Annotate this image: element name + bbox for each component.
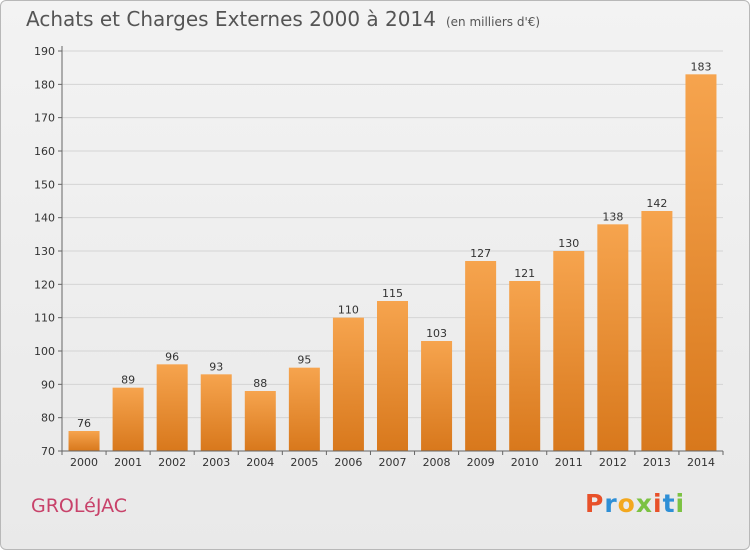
x-tick-label: 2005 bbox=[290, 456, 318, 469]
data-label: 110 bbox=[338, 304, 359, 317]
y-tick-label: 140 bbox=[34, 212, 55, 225]
bar bbox=[553, 251, 585, 451]
logo-letter: P bbox=[585, 489, 605, 518]
x-tick-label: 2013 bbox=[643, 456, 671, 469]
data-labels: 76 89 96 93 88 95 110 115 103 127 121 130 138 142 183 bbox=[77, 60, 711, 430]
y-axis-ticks: 70 80 90 100 110 120 130 140 150 160 170 180 190 bbox=[34, 45, 62, 458]
logo-letter: r bbox=[604, 489, 618, 518]
x-tick-label: 2006 bbox=[334, 456, 362, 469]
commune-name: GROLéJAC bbox=[31, 495, 128, 517]
x-axis-ticks: 2000 2001 2002 2003 2004 2005 2006 2007 2008 2009… bbox=[61, 451, 724, 469]
chart-subtitle: (en milliers d'€) bbox=[445, 15, 541, 29]
data-label: 89 bbox=[121, 374, 135, 387]
axes bbox=[61, 46, 723, 452]
logo-letter: o bbox=[617, 489, 636, 518]
logo-letter: x bbox=[635, 489, 653, 518]
bar bbox=[332, 317, 364, 451]
x-tick-label: 2000 bbox=[70, 456, 98, 469]
x-tick-label: 2001 bbox=[114, 456, 142, 469]
bars bbox=[68, 74, 717, 451]
data-label: 88 bbox=[253, 377, 267, 390]
bar bbox=[597, 224, 629, 451]
x-tick-label: 2007 bbox=[379, 456, 407, 469]
x-tick-label: 2014 bbox=[687, 456, 715, 469]
x-tick-label: 2009 bbox=[467, 456, 495, 469]
y-tick-label: 190 bbox=[34, 45, 55, 58]
y-tick-label: 130 bbox=[34, 245, 55, 258]
data-label: 130 bbox=[558, 237, 579, 250]
logo-letter: i bbox=[653, 489, 663, 518]
bar bbox=[200, 374, 232, 451]
data-label: 76 bbox=[77, 417, 91, 430]
bar bbox=[112, 387, 144, 451]
bar bbox=[156, 364, 188, 451]
x-tick-label: 2008 bbox=[423, 456, 451, 469]
bar bbox=[685, 74, 717, 451]
data-label: 127 bbox=[470, 247, 491, 260]
y-tick-label: 100 bbox=[34, 345, 55, 358]
data-label: 96 bbox=[165, 350, 179, 363]
data-label: 138 bbox=[602, 210, 623, 223]
x-tick-label: 2011 bbox=[555, 456, 583, 469]
bar bbox=[68, 431, 100, 451]
bar bbox=[465, 261, 497, 451]
logo-letter: i bbox=[675, 489, 686, 518]
data-label: 115 bbox=[382, 287, 403, 300]
data-label: 95 bbox=[297, 354, 311, 367]
y-tick-label: 80 bbox=[41, 412, 55, 425]
y-tick-label: 90 bbox=[41, 378, 55, 391]
y-tick-label: 110 bbox=[34, 312, 55, 325]
bar bbox=[377, 301, 408, 451]
data-label: 183 bbox=[690, 60, 711, 73]
data-label: 142 bbox=[646, 197, 667, 210]
y-tick-label: 150 bbox=[34, 178, 55, 191]
bar bbox=[421, 341, 453, 451]
x-tick-label: 2003 bbox=[202, 456, 230, 469]
logo-letter: t bbox=[662, 489, 676, 518]
y-tick-label: 180 bbox=[34, 78, 55, 91]
x-tick-label: 2010 bbox=[511, 456, 539, 469]
proxiti-logo: Proxiti bbox=[585, 489, 685, 518]
y-tick-label: 170 bbox=[34, 112, 55, 125]
bar bbox=[288, 367, 320, 451]
chart-title: Achats et Charges Externes 2000 à 2014 (e… bbox=[26, 7, 540, 31]
data-label: 93 bbox=[209, 360, 223, 373]
y-tick-label: 120 bbox=[34, 278, 55, 291]
title-text: Achats et Charges Externes 2000 à 2014 bbox=[26, 7, 436, 31]
y-tick-label: 160 bbox=[34, 145, 55, 158]
bar bbox=[509, 281, 541, 451]
bar bbox=[641, 211, 673, 451]
x-tick-label: 2002 bbox=[158, 456, 186, 469]
data-label: 121 bbox=[514, 267, 535, 280]
x-tick-label: 2004 bbox=[246, 456, 274, 469]
bar bbox=[244, 391, 276, 451]
x-tick-label: 2012 bbox=[599, 456, 627, 469]
y-tick-label: 70 bbox=[41, 445, 55, 458]
data-label: 103 bbox=[426, 327, 447, 340]
